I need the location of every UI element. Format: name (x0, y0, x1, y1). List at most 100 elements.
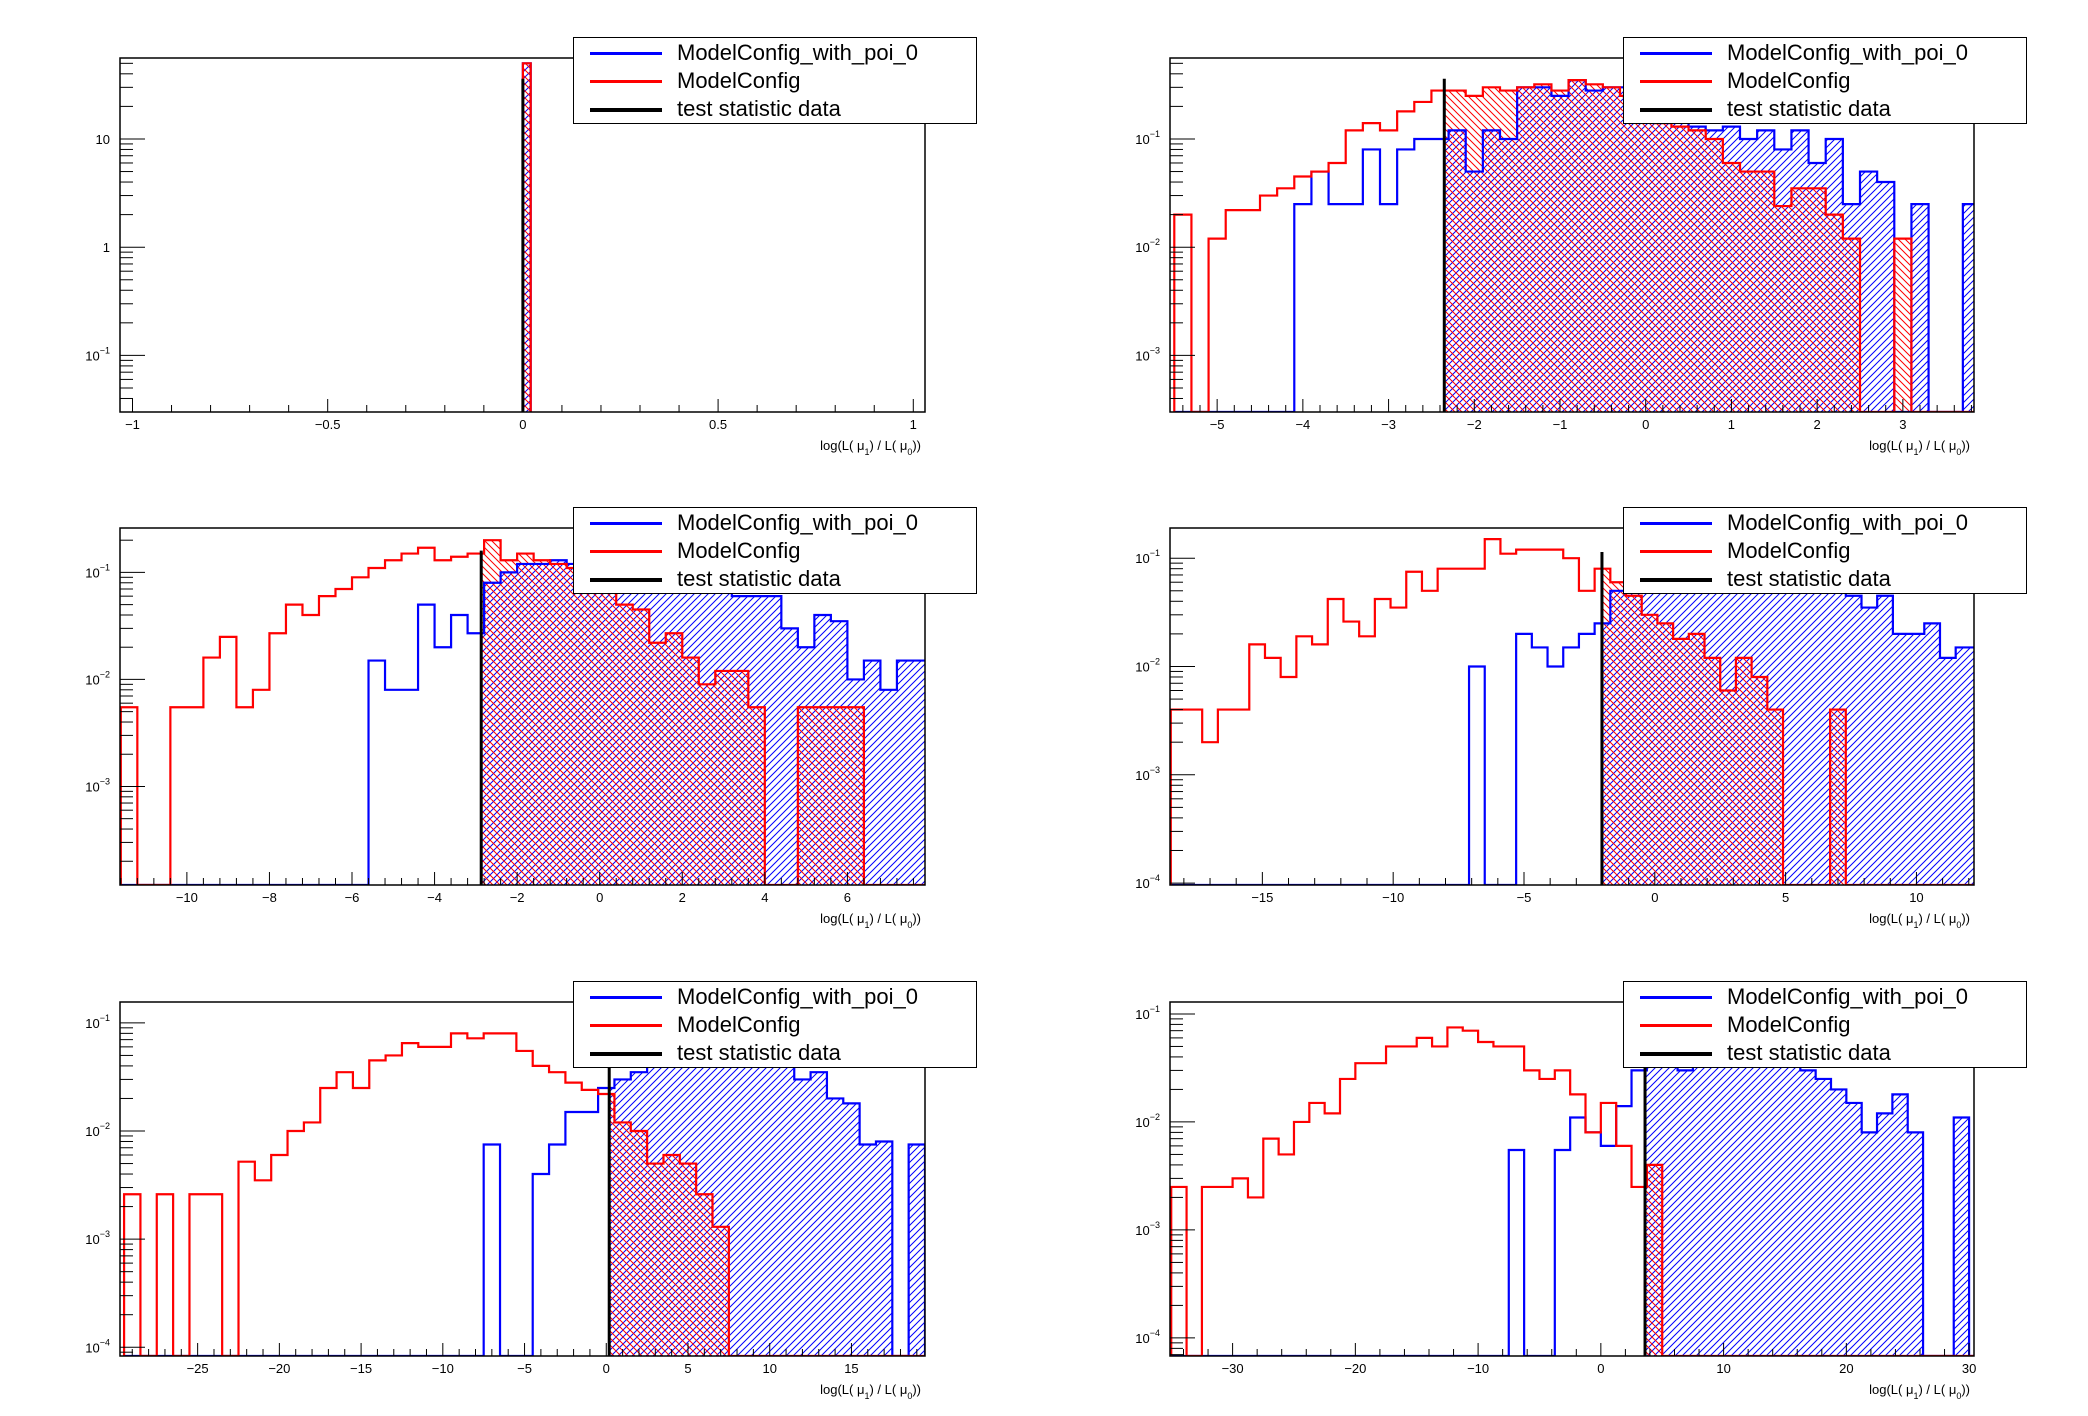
x-axis-label-part: log(L( μ (1869, 438, 1913, 453)
y-tick-exponent: −1 (100, 562, 110, 572)
legend-label: ModelConfig (677, 538, 801, 563)
y-tick-exponent: −1 (1150, 548, 1160, 558)
y-tick-base: 10 (1135, 1223, 1149, 1238)
y-tick-label: 10 (96, 132, 110, 147)
y-tick-exponent: −3 (100, 776, 110, 786)
hatched-fill-model-config (522, 63, 531, 412)
legend-entry: ModelConfig (1624, 67, 2026, 95)
x-axis-label: log(L( μ1) / L( μ0)) (820, 438, 921, 457)
x-tick-label: −0.5 (315, 417, 341, 432)
x-axis-label-subscript: 0 (1956, 447, 1961, 457)
legend-entry: ModelConfig (574, 537, 976, 565)
x-axis-label-part: log(L( μ (1869, 911, 1913, 926)
y-tick-label: 10−3 (1135, 765, 1160, 783)
legend-entry: ModelConfig_with_poi_0 (574, 39, 976, 67)
legend-line-swatch (590, 1024, 662, 1027)
y-tick-exponent: −2 (100, 1121, 110, 1131)
histogram-plot-area (1173, 78, 1974, 412)
x-tick-label: −20 (268, 1361, 290, 1376)
y-tick-exponent: −2 (1150, 1112, 1160, 1122)
legend-entry: test statistic data (1624, 565, 2026, 593)
x-tick-label: −5 (1210, 417, 1225, 432)
histogram-plot-area (521, 62, 532, 412)
y-tick-exponent: −1 (1150, 129, 1160, 139)
y-tick-label: 10−2 (85, 1121, 110, 1139)
x-axis-label: log(L( μ1) / L( μ0)) (1869, 438, 1970, 457)
histogram-model-config (1170, 538, 1974, 885)
x-tick-label: 0.5 (709, 417, 727, 432)
x-tick-label: −10 (432, 1361, 454, 1376)
x-tick-label: −4 (427, 890, 442, 905)
histogram-plot-area (122, 1032, 925, 1356)
x-axis-label-part: ) / L( μ (1918, 438, 1956, 453)
legend-label: test statistic data (1727, 566, 1891, 591)
x-tick-label: 0 (603, 1361, 610, 1376)
plot-frame (119, 1001, 926, 1357)
legend-line-swatch (1640, 550, 1712, 553)
legend-entry: ModelConfig_with_poi_0 (574, 983, 976, 1011)
y-tick-base: 10 (85, 779, 99, 794)
legend-line-swatch (1640, 80, 1712, 83)
y-tick-label: 10−4 (85, 1337, 110, 1355)
legend-label: ModelConfig (677, 68, 801, 93)
y-tick-label: 10−2 (85, 669, 110, 687)
plot-frame (1169, 1001, 1975, 1357)
histogram-plot-area (1170, 1026, 1974, 1356)
legend-label: test statistic data (677, 96, 841, 121)
y-tick-base: 10 (85, 672, 99, 687)
histogram-model-config (1173, 78, 1974, 412)
y-tick-base: 10 (1135, 1115, 1149, 1130)
histogram-plot-area (1170, 538, 1974, 885)
x-tick-label: 3 (1899, 417, 1906, 432)
x-axis-label-part: log(L( μ (820, 911, 864, 926)
y-tick-label: 10−1 (1135, 548, 1160, 566)
x-tick-label: 1 (1728, 417, 1735, 432)
x-tick-label: 6 (844, 890, 851, 905)
plot-frame (119, 527, 926, 886)
x-axis-label-part: )) (912, 1382, 921, 1397)
legend: ModelConfig_with_poi_0 ModelConfig test st… (1623, 507, 2027, 594)
x-tick-label: 0 (1597, 1361, 1604, 1376)
histogram-model-config-with-poi-0 (124, 1054, 925, 1356)
legend-label: ModelConfig (1727, 68, 1851, 93)
x-tick-label: −2 (1467, 417, 1482, 432)
y-tick-base: 10 (1135, 1007, 1149, 1022)
y-tick-base: 10 (1135, 1331, 1149, 1346)
x-axis-label: log(L( μ1) / L( μ0)) (820, 911, 921, 930)
legend-line-swatch (590, 80, 662, 83)
legend-entry: ModelConfig_with_poi_0 (1624, 983, 2026, 1011)
y-tick-base: 1 (103, 240, 110, 255)
y-tick-base: 10 (85, 348, 99, 363)
y-tick-base: 10 (1135, 240, 1149, 255)
legend-entry: ModelConfig (574, 1011, 976, 1039)
legend: ModelConfig_with_poi_0 ModelConfig test st… (1623, 37, 2027, 124)
hatched-fill-model-config-with-poi-0 (1645, 1056, 1974, 1356)
y-tick-exponent: −3 (1150, 1220, 1160, 1230)
y-tick-label: 10−4 (1135, 1328, 1160, 1346)
y-tick-label: 10−2 (1135, 237, 1160, 255)
x-tick-label: 1 (910, 417, 917, 432)
x-axis-label-part: )) (1961, 1382, 1970, 1397)
x-axis-label-part: ) / L( μ (1918, 1382, 1956, 1397)
x-axis-label-subscript: 0 (907, 920, 912, 930)
legend-label: ModelConfig_with_poi_0 (1727, 40, 1968, 65)
legend-entry: test statistic data (574, 95, 976, 123)
y-tick-exponent: −4 (100, 1337, 110, 1347)
histogram-plot-area (120, 539, 925, 885)
x-axis-label-subscript: 0 (1956, 920, 1961, 930)
histogram-model-config-with-poi-0 (1171, 1055, 1974, 1356)
x-axis-label-subscript: 1 (864, 447, 869, 457)
y-tick-base: 10 (85, 565, 99, 580)
y-tick-base: 10 (1135, 876, 1149, 891)
y-tick-exponent: −2 (100, 669, 110, 679)
x-axis-label-part: )) (912, 438, 921, 453)
y-tick-base: 10 (85, 1016, 99, 1031)
y-tick-label: 10−2 (1135, 656, 1160, 674)
legend-label: ModelConfig_with_poi_0 (677, 510, 918, 535)
legend-entry: test statistic data (1624, 1039, 2026, 1067)
legend-line-swatch (1640, 52, 1712, 55)
x-axis-label: log(L( μ1) / L( μ0)) (1869, 1382, 1970, 1401)
x-tick-label: 0 (1642, 417, 1649, 432)
